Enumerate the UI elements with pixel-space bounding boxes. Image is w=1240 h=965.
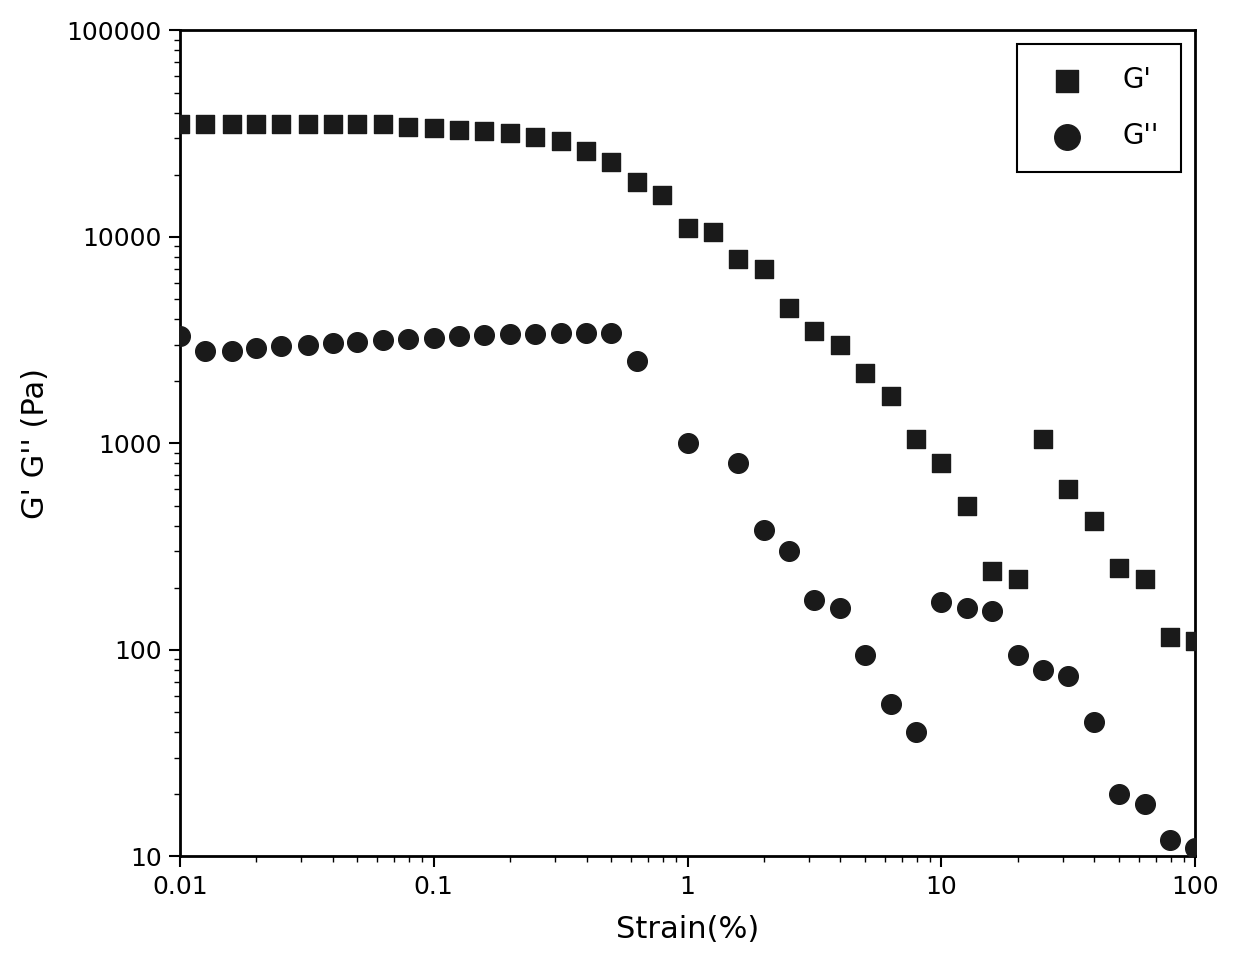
G': [222, 117, 242, 132]
G': [906, 431, 926, 447]
G': [500, 124, 520, 140]
G': [322, 117, 342, 132]
G'': [627, 353, 647, 369]
G': [270, 117, 290, 132]
G': [1159, 629, 1179, 645]
G'': [196, 344, 216, 359]
G'': [1185, 841, 1205, 856]
G': [1135, 571, 1154, 587]
G'': [1110, 786, 1130, 802]
G'': [856, 647, 875, 662]
G': [652, 187, 672, 203]
G'': [1008, 647, 1028, 662]
G': [601, 154, 621, 170]
X-axis label: Strain(%): Strain(%): [616, 915, 759, 944]
G': [526, 129, 546, 145]
G'': [754, 522, 774, 538]
G'': [347, 334, 367, 349]
G': [474, 124, 494, 139]
G'': [1084, 714, 1104, 730]
G': [728, 252, 748, 267]
G': [449, 122, 469, 137]
G'': [424, 330, 444, 345]
G': [830, 337, 849, 352]
G'': [449, 328, 469, 344]
G'': [298, 337, 317, 352]
G': [982, 564, 1002, 579]
G': [347, 117, 367, 132]
G'': [1135, 796, 1154, 812]
G': [703, 225, 723, 240]
G'': [906, 725, 926, 740]
G': [1084, 513, 1104, 529]
G': [779, 301, 799, 317]
G'': [779, 543, 799, 559]
G': [754, 262, 774, 277]
G'': [398, 331, 418, 346]
G'': [500, 326, 520, 342]
G'': [474, 327, 494, 343]
G': [170, 117, 190, 132]
G': [247, 117, 267, 132]
G': [805, 323, 825, 339]
G'': [805, 592, 825, 607]
G'': [957, 600, 977, 616]
G': [1110, 560, 1130, 575]
G': [577, 144, 596, 159]
G': [1033, 431, 1053, 447]
G': [551, 133, 570, 149]
G': [627, 174, 647, 189]
G': [373, 117, 393, 132]
G': [398, 120, 418, 135]
G'': [728, 455, 748, 471]
G'': [322, 336, 342, 351]
G': [1185, 634, 1205, 649]
G'': [601, 325, 621, 341]
G'': [1159, 833, 1179, 848]
G'': [830, 600, 849, 616]
G': [196, 117, 216, 132]
G'': [373, 333, 393, 348]
G'': [247, 341, 267, 356]
G'': [222, 344, 242, 359]
G'': [677, 435, 697, 451]
G'': [931, 594, 951, 610]
G'': [880, 696, 900, 711]
Y-axis label: G' G'' (Pa): G' G'' (Pa): [21, 368, 50, 519]
G'': [526, 326, 546, 342]
G': [880, 388, 900, 403]
G': [931, 455, 951, 471]
G': [856, 365, 875, 380]
G'': [170, 328, 190, 344]
G': [1008, 571, 1028, 587]
G': [957, 498, 977, 513]
G'': [551, 325, 570, 341]
Legend: G', G'': G', G'': [1017, 44, 1182, 173]
G'': [1059, 668, 1079, 683]
G'': [982, 603, 1002, 619]
G': [1059, 482, 1079, 497]
G': [298, 117, 317, 132]
G'': [577, 325, 596, 341]
G': [424, 121, 444, 136]
G'': [270, 339, 290, 354]
G'': [1033, 662, 1053, 677]
G': [677, 221, 697, 236]
